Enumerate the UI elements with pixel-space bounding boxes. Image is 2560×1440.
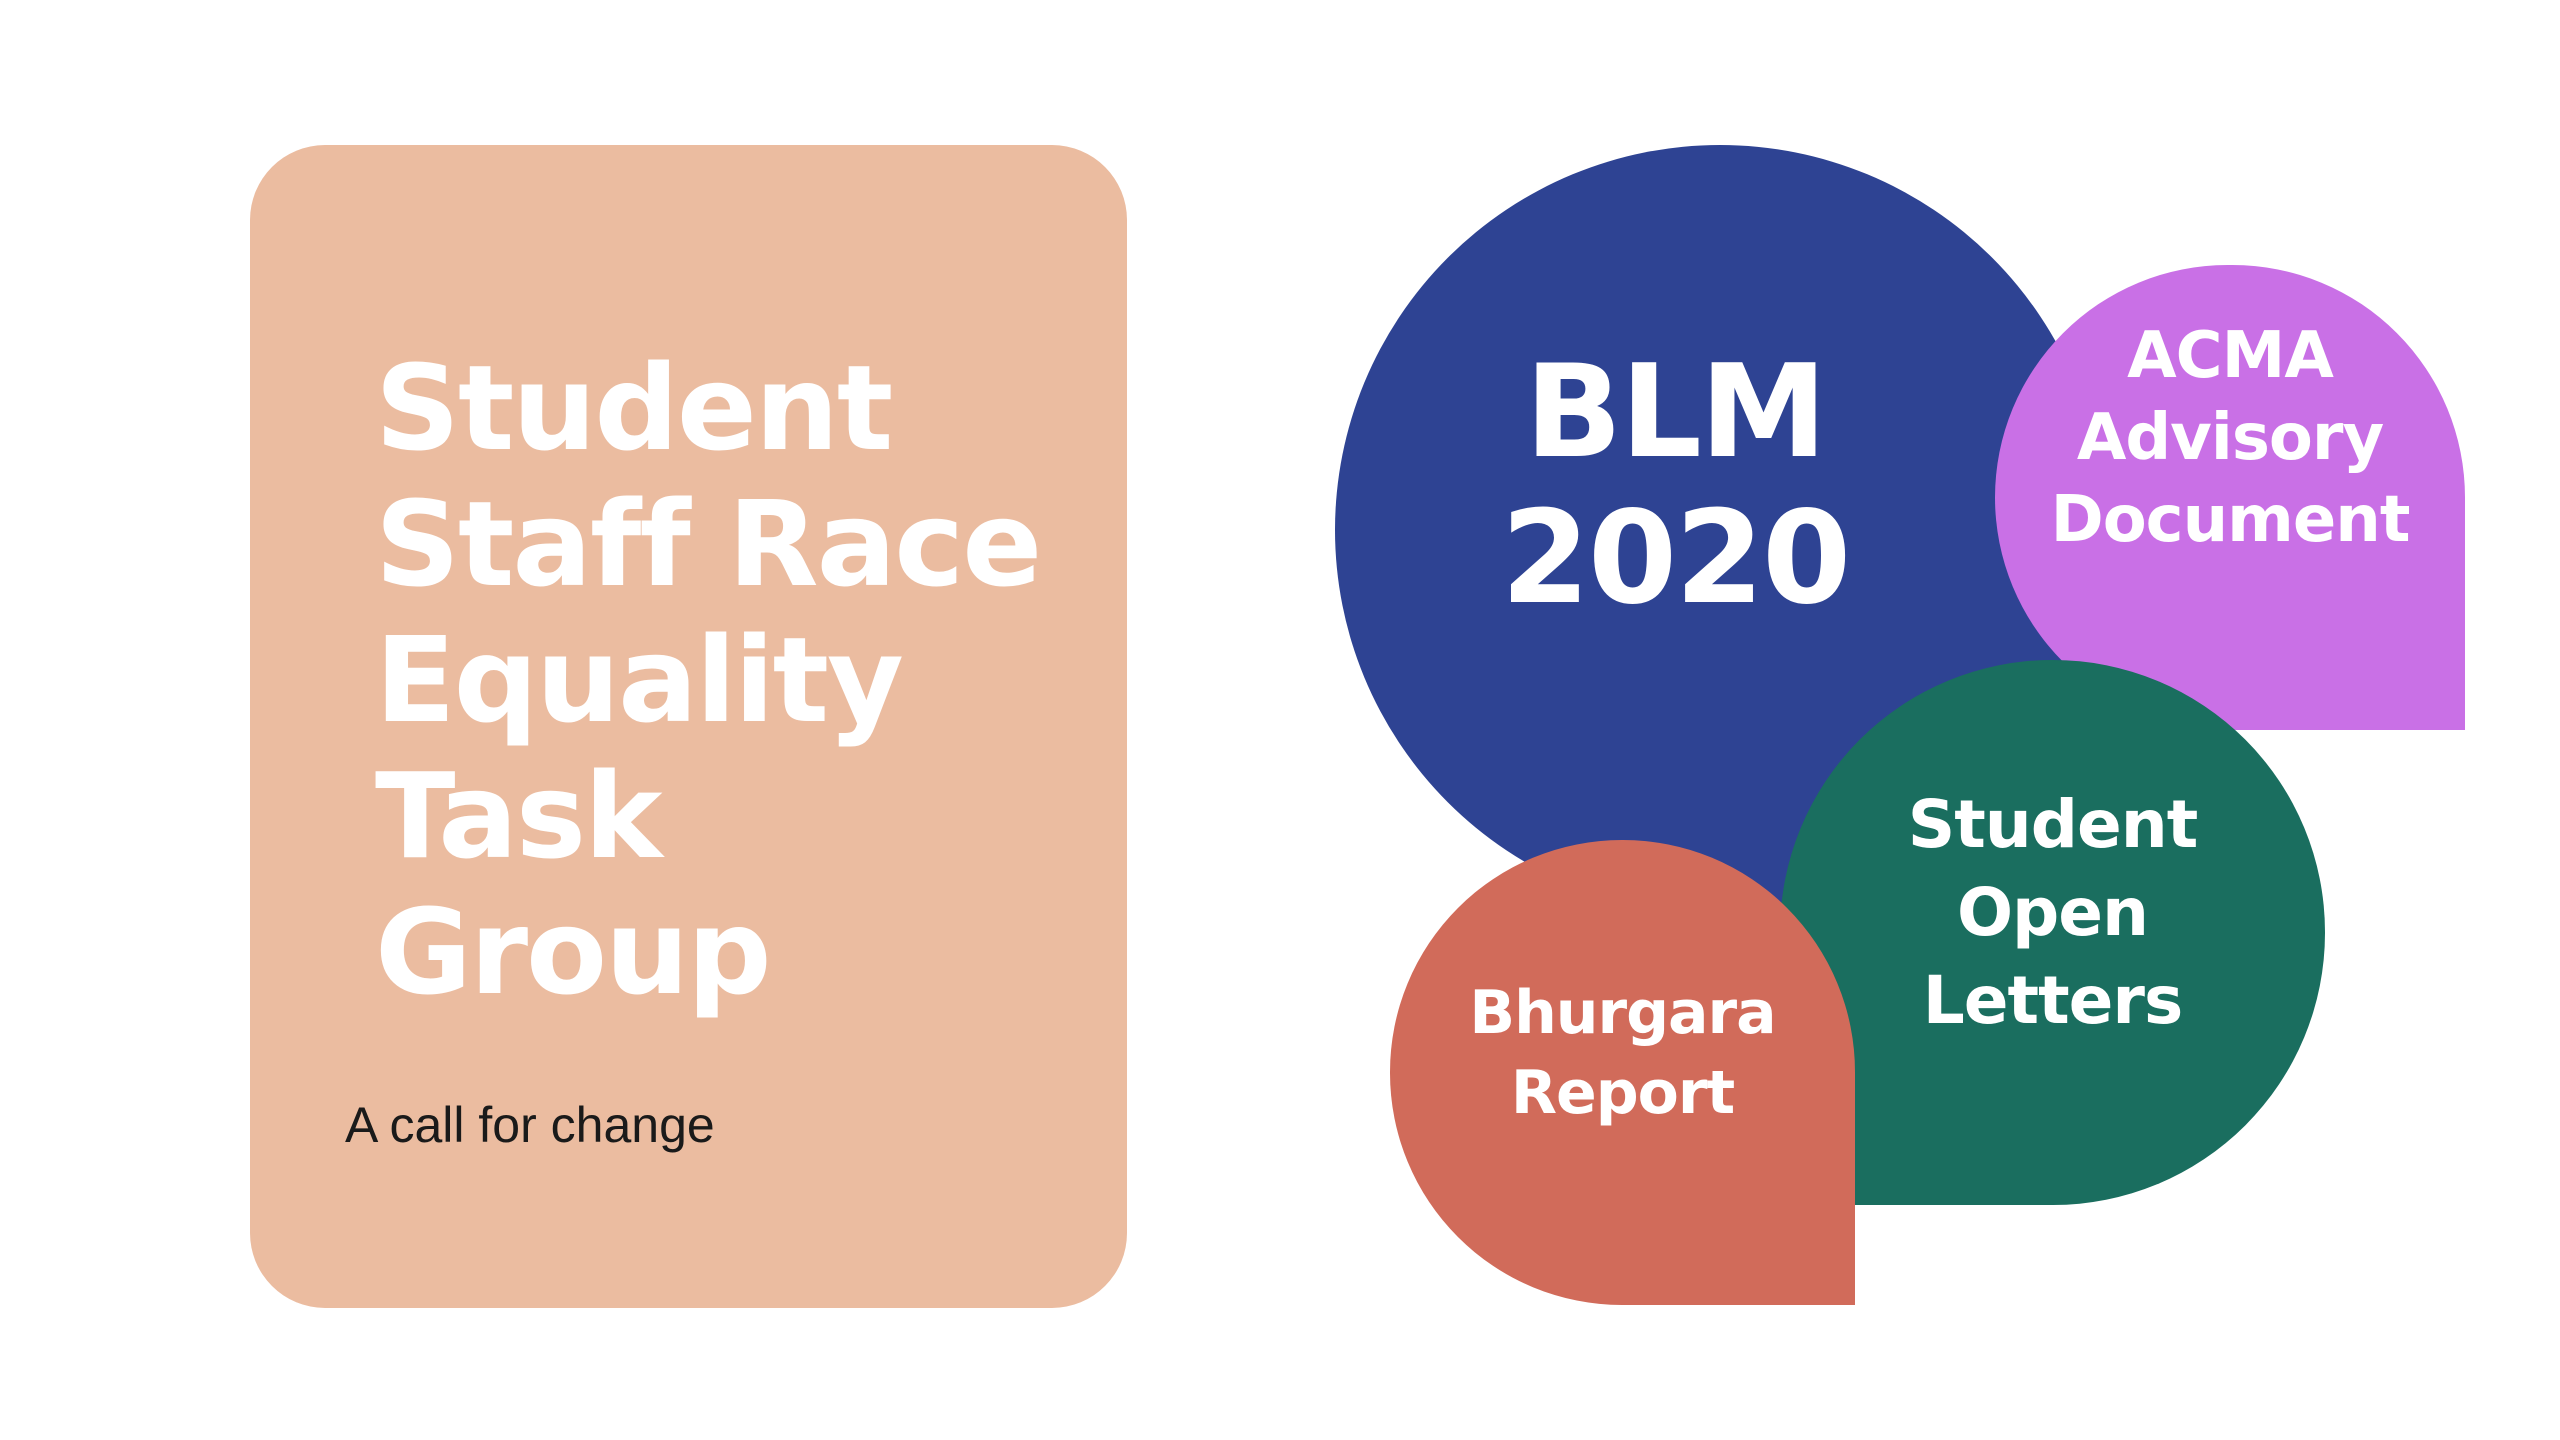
slide-title: Student Staff Race Equality Task Group <box>375 339 1042 1021</box>
bubble-line: Document <box>2050 482 2411 557</box>
title-line: Group <box>375 883 772 1021</box>
title-line: Equality <box>375 611 904 749</box>
bubble-line: Student <box>1907 785 2199 863</box>
bubble-line: Advisory <box>2076 400 2384 475</box>
bubble-line: Report <box>1510 1057 1735 1128</box>
bubble-line: Open <box>1956 873 2149 951</box>
bubble-line: Bhurgara <box>1469 977 1776 1048</box>
acma-advisory-document-bubble: ACMA Advisory Document <box>1995 265 2465 730</box>
slide-subtitle: A call for change <box>345 1097 715 1153</box>
bubble-line: Letters <box>1922 961 2184 1039</box>
bubble-line: ACMA <box>2127 318 2334 393</box>
title-line: Student <box>375 339 893 477</box>
title-line: Staff Race <box>375 475 1042 613</box>
student-open-letters-bubble: Student Open Letters <box>1780 660 2325 1205</box>
bhurgara-report-bubble: Bhurgara Report <box>1390 840 1855 1305</box>
bubble-line: BLM <box>1524 338 1828 487</box>
bubble-line: 2020 <box>1500 484 1851 633</box>
title-line: Task <box>375 747 663 885</box>
title-card: Student Staff Race Equality Task Group A… <box>250 145 1127 1308</box>
blm-2020-bubble: BLM 2020 <box>1335 145 2105 915</box>
